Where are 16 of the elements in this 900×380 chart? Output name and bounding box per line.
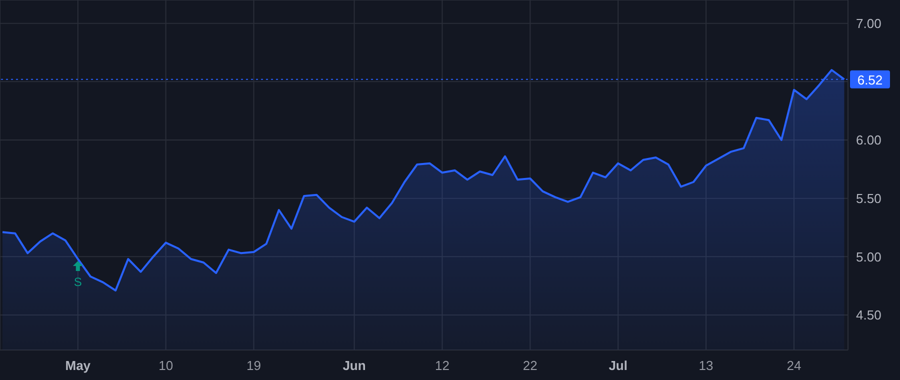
x-tick-label: 13: [698, 358, 714, 373]
annotation: S: [74, 275, 82, 289]
x-tick-label: 12: [434, 358, 450, 373]
x-tick-label: 10: [158, 358, 174, 373]
x-tick-label: 22: [522, 358, 538, 373]
y-tick-label: 7.00: [856, 16, 882, 31]
y-tick-label: 6.00: [856, 132, 882, 148]
x-tick-label: May: [65, 358, 92, 373]
y-tick-label: 5.50: [856, 190, 882, 206]
y-tick-label: 4.50: [856, 308, 882, 323]
x-tick-label: 19: [246, 358, 262, 373]
x-tick-label: 24: [786, 358, 802, 373]
y-tick-label: 5.00: [856, 249, 882, 264]
x-tick-label: Jun: [342, 358, 366, 373]
x-tick-label: Jul: [608, 358, 628, 373]
ref-line-label: 6.52: [857, 72, 883, 88]
